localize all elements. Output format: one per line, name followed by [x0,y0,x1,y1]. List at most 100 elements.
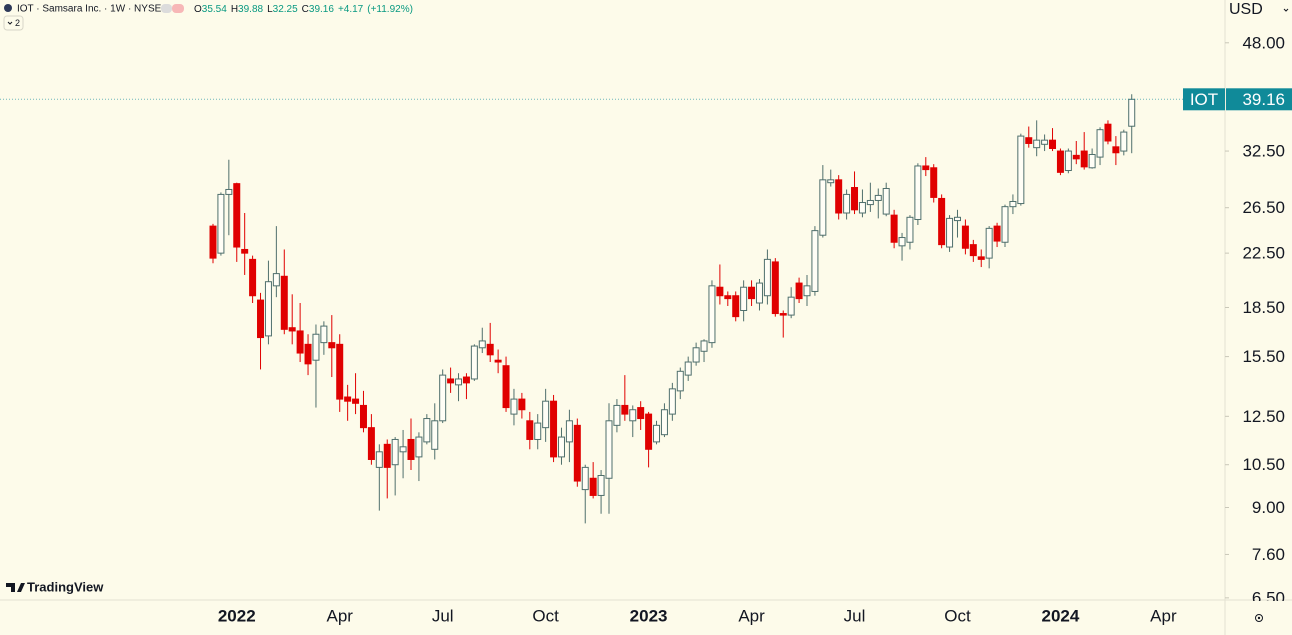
y-tick-label: 18.50 [1242,298,1285,317]
candle-body [938,197,946,246]
y-tick-label: 15.50 [1242,347,1285,366]
candle-body [296,330,304,354]
candle-body [597,475,605,496]
eye-toggle[interactable] [161,4,172,13]
candle-body [383,443,391,468]
candle-body [835,179,843,214]
candle-body [573,424,581,482]
candle-body [930,167,938,198]
x-tick-label: 2022 [218,606,256,625]
candle-body [288,327,296,332]
price-tag-box [1226,88,1292,111]
candle-body [581,466,589,491]
currency[interactable]: USD [1229,1,1263,18]
candle-body [605,420,613,479]
x-tick-label: Oct [944,606,971,625]
candle-body [969,244,977,257]
ohlc-label: C [302,4,309,15]
x-tick-label: Oct [532,606,559,625]
candle-body [557,436,565,458]
candle-body [787,296,795,316]
candle-body [1096,129,1104,158]
candle-body [526,420,534,440]
candle-body [946,217,954,248]
candle-body [304,343,312,365]
candle-body [478,340,486,349]
candle-body [803,285,811,297]
y-tick-label: 32.50 [1242,142,1285,161]
candle-body [264,281,272,337]
candle-body [217,193,225,254]
currency-box[interactable] [1226,0,1292,19]
x-tick-label: Jul [844,606,866,625]
dropdown-icon [1283,8,1289,12]
candle-body [953,216,961,222]
candle-body [629,409,637,422]
y-tick-label: 12.50 [1242,407,1285,426]
candle-body [1080,150,1088,168]
candle-body [1088,153,1096,169]
candle-body [233,183,241,248]
candle-body [320,325,328,344]
candle-body [225,188,233,195]
candle-body [447,378,455,384]
logo[interactable]: TradingView [27,579,104,594]
candle-body [1041,139,1049,145]
candle-body [811,230,819,292]
settings-icon[interactable] [1255,614,1263,622]
candle-body [716,286,724,297]
candle-body [494,359,502,363]
candle-body [843,193,851,214]
x-tick-label: Apr [1150,606,1177,625]
candle-body [668,388,676,415]
candle-body [637,407,645,420]
candle-body [359,404,367,429]
candle-body [763,258,771,297]
candle-body [827,179,835,184]
candle-body [375,451,383,468]
symbol-line[interactable]: IOT · Samsara Inc. · 1W · NYSE [17,4,162,15]
indicators-toggle[interactable] [3,15,24,31]
candle-body [423,418,431,443]
candle-body [439,374,447,422]
ohlc-value: 39.16 [309,4,334,15]
candle-body [1120,131,1128,152]
candle-body [748,286,756,300]
candle-body [676,370,684,392]
candle-body [470,345,478,380]
ohlc-label: O [194,4,202,15]
candle-body [352,398,360,404]
candle-body [502,365,510,409]
candle-body [645,413,653,450]
indicators-count: 2 [15,18,20,28]
symbol-tag-box [1183,88,1225,111]
candle-body [851,187,859,211]
candle-body [249,258,257,297]
candle-body [431,420,439,450]
candle-body [621,404,629,415]
ohlc-label: L [267,4,273,15]
logo-icon [6,583,25,592]
flag-toggle[interactable] [172,4,184,13]
candle-body [1072,154,1080,160]
candle-body [692,347,700,363]
candle-body [1001,206,1009,243]
candle-body [653,424,661,443]
candle-body [589,477,597,496]
candle-body [344,396,352,402]
ohlc-legend: O35.54 H39.88 L32.25 C39.16 +4.17 (+11.92%) [194,4,413,15]
candle-body [518,398,526,411]
candle-body [795,282,803,300]
time-axis-background [0,601,1224,635]
candle-body [755,282,763,304]
candle-body [391,438,399,466]
candle-body [874,194,882,201]
candle-body [328,342,336,349]
candle-body [1025,137,1033,144]
settings-icon-dot [1257,616,1261,620]
candle-body [257,299,265,339]
x-tick-label: Jul [432,606,454,625]
candle-body [914,165,922,220]
